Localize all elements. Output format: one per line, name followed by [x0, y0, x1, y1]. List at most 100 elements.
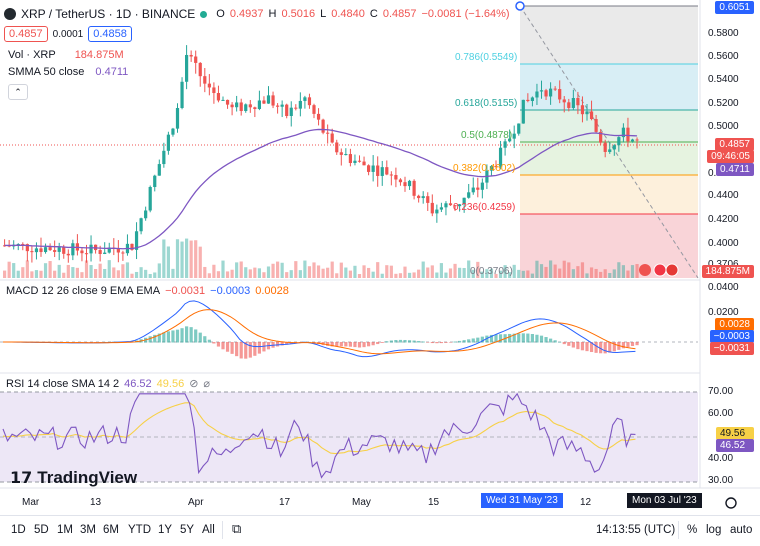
- candle-body: [266, 95, 271, 104]
- macd-histogram-bar: [244, 342, 248, 359]
- volume-bar: [271, 263, 275, 278]
- macd-histogram-bar: [530, 334, 534, 343]
- sell-price-button[interactable]: 0.4857: [4, 26, 48, 42]
- volume-bar: [248, 269, 252, 278]
- macd-histogram-bar: [335, 342, 339, 347]
- macd-histogram-bar: [348, 342, 352, 347]
- macd-legend[interactable]: MACD 12 26 close 9 EMA EMA −0.0031 −0.00…: [6, 285, 289, 297]
- macd-histogram-bar: [353, 342, 357, 348]
- percent-scale-toggle[interactable]: %: [687, 524, 698, 536]
- macd-histogram-bar: [376, 342, 380, 345]
- fib-anchor-handle[interactable]: [515, 1, 525, 11]
- price-axis-label: 0.5600: [708, 51, 739, 62]
- clock-time[interactable]: 14:13:55 (UTC): [596, 524, 676, 536]
- range-6m-button[interactable]: 6M: [103, 524, 119, 536]
- date-range-calendar-icon[interactable]: ⧉: [232, 521, 242, 536]
- candle-body: [66, 253, 70, 256]
- candle-body: [539, 90, 544, 92]
- range-5y-button[interactable]: 5Y: [180, 524, 195, 536]
- macd-histogram-bar: [421, 341, 425, 343]
- range-1d-button[interactable]: 1D: [11, 524, 26, 536]
- candle-body: [367, 165, 371, 172]
- macd-histogram-bar: [389, 340, 393, 343]
- volume-bar: [84, 260, 89, 278]
- candle-body: [467, 192, 471, 198]
- collapse-legend-button[interactable]: ⌃: [8, 84, 28, 100]
- macd-histogram-bar: [225, 342, 230, 352]
- event-us-flag-icon[interactable]: [653, 263, 667, 277]
- volume-bar: [407, 272, 412, 278]
- candle-body: [371, 165, 375, 172]
- volume-bar: [635, 264, 639, 278]
- macd-histogram-bar: [471, 338, 475, 343]
- candle-body: [103, 252, 107, 254]
- macd-histogram-bar: [608, 342, 612, 353]
- macd-histogram-bar: [462, 340, 466, 343]
- candle-body: [398, 179, 403, 183]
- candle-body: [549, 88, 553, 97]
- volume-bar: [576, 266, 580, 278]
- candle-body: [594, 119, 598, 132]
- rsi-legend[interactable]: RSI 14 close SMA 14 2 46.52 49.56 ⊘ ⌀: [6, 377, 210, 391]
- volume-bar: [221, 260, 225, 278]
- volume-bar: [39, 270, 43, 278]
- fib-label-5: 0.5(0.4878): [461, 130, 513, 141]
- range-ytd-button[interactable]: YTD: [128, 524, 151, 536]
- volume-legend[interactable]: Vol · XRP 184.875M: [8, 49, 124, 61]
- volume-bar: [3, 270, 7, 278]
- volume-bar: [312, 262, 316, 278]
- volume-bar: [326, 267, 330, 278]
- range-5d-button[interactable]: 5D: [34, 524, 49, 536]
- candle-body: [394, 175, 398, 180]
- volume-bar: [198, 246, 202, 278]
- chevron-up-icon: ⌃: [14, 87, 22, 97]
- macd-histogram-bar: [407, 340, 412, 343]
- ohlc-close-label: C: [369, 8, 378, 20]
- range-3m-button[interactable]: 3M: [80, 524, 96, 536]
- candle-body: [166, 134, 170, 151]
- macd-histogram-bar: [549, 338, 553, 343]
- symbol-title[interactable]: XRP / TetherUS · 1D · BINANCE: [21, 7, 196, 21]
- volume-bar: [430, 265, 434, 278]
- volume-bar: [526, 270, 530, 278]
- toolbar-divider: [222, 521, 223, 539]
- range-all-button[interactable]: All: [202, 524, 215, 536]
- eye-off-icon[interactable]: ⊘: [189, 378, 199, 390]
- macd-histogram-bar: [194, 329, 198, 343]
- settings-gear-icon[interactable]: [725, 497, 737, 509]
- volume-bar: [549, 260, 553, 278]
- fib-label-0: 0(0.3706): [470, 266, 513, 277]
- candle-body: [62, 247, 66, 254]
- volume-bar: [585, 273, 589, 278]
- auto-scale-toggle[interactable]: auto: [730, 524, 753, 536]
- range-1y-button[interactable]: 1Y: [158, 524, 173, 536]
- volume-bar: [594, 268, 598, 278]
- macd-histogram-bar: [480, 336, 484, 343]
- volume-bar: [426, 267, 430, 278]
- log-scale-toggle[interactable]: log: [706, 524, 722, 536]
- volume-bar: [253, 267, 257, 278]
- market-status-dot: [200, 10, 208, 18]
- candle-body: [357, 160, 362, 162]
- range-1m-button[interactable]: 1M: [57, 524, 73, 536]
- candle-body: [576, 98, 580, 106]
- fib-label-236: 0.236(0.4259): [453, 202, 516, 213]
- volume-bar: [439, 263, 443, 278]
- candle-body: [348, 154, 352, 163]
- candle-body: [321, 119, 325, 133]
- fib-zone-786: [520, 64, 698, 110]
- macd-histogram-bar: [444, 342, 448, 343]
- buy-price-button[interactable]: 0.4858: [88, 26, 132, 42]
- macd-histogram-bar: [371, 342, 375, 346]
- volume-bar: [498, 270, 503, 278]
- volume-bar: [503, 265, 507, 278]
- macd-histogram-bar: [567, 342, 571, 346]
- event-us-flag-icon-2[interactable]: [665, 263, 679, 277]
- smma-legend[interactable]: SMMA 50 close 0.4711: [8, 66, 128, 78]
- candlesticks: [3, 45, 639, 263]
- tradingview-logo[interactable]: 𝟭𝟳 TradingView: [10, 468, 137, 488]
- macd-histogram-bar: [403, 339, 407, 343]
- volume-bar: [207, 273, 211, 278]
- event-flash-icon[interactable]: [639, 264, 651, 276]
